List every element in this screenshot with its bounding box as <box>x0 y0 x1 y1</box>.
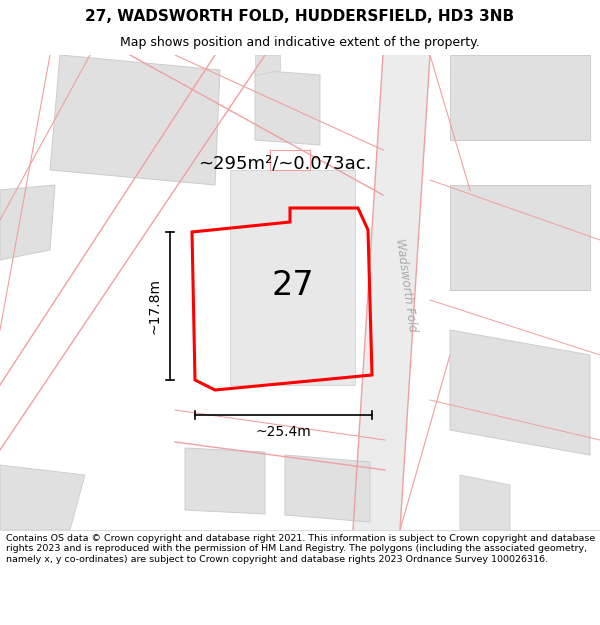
Polygon shape <box>450 330 590 455</box>
Polygon shape <box>0 185 55 260</box>
Polygon shape <box>0 465 85 530</box>
Text: Wadsworth Fold: Wadsworth Fold <box>393 238 419 332</box>
Polygon shape <box>450 55 590 140</box>
Polygon shape <box>460 475 510 530</box>
Text: 27: 27 <box>272 269 314 302</box>
Text: 27, WADSWORTH FOLD, HUDDERSFIELD, HD3 3NB: 27, WADSWORTH FOLD, HUDDERSFIELD, HD3 3N… <box>85 9 515 24</box>
Polygon shape <box>255 55 280 75</box>
Text: ~17.8m: ~17.8m <box>148 278 162 334</box>
Polygon shape <box>353 55 430 530</box>
Text: ~295m²/~0.073ac.: ~295m²/~0.073ac. <box>199 154 371 172</box>
Polygon shape <box>185 448 265 514</box>
Polygon shape <box>230 170 355 385</box>
Polygon shape <box>450 185 590 290</box>
Polygon shape <box>285 455 370 522</box>
Text: ~25.4m: ~25.4m <box>256 425 311 439</box>
Text: Map shows position and indicative extent of the property.: Map shows position and indicative extent… <box>120 36 480 49</box>
Polygon shape <box>50 55 220 185</box>
Polygon shape <box>255 70 320 145</box>
Text: Contains OS data © Crown copyright and database right 2021. This information is : Contains OS data © Crown copyright and d… <box>6 534 595 564</box>
